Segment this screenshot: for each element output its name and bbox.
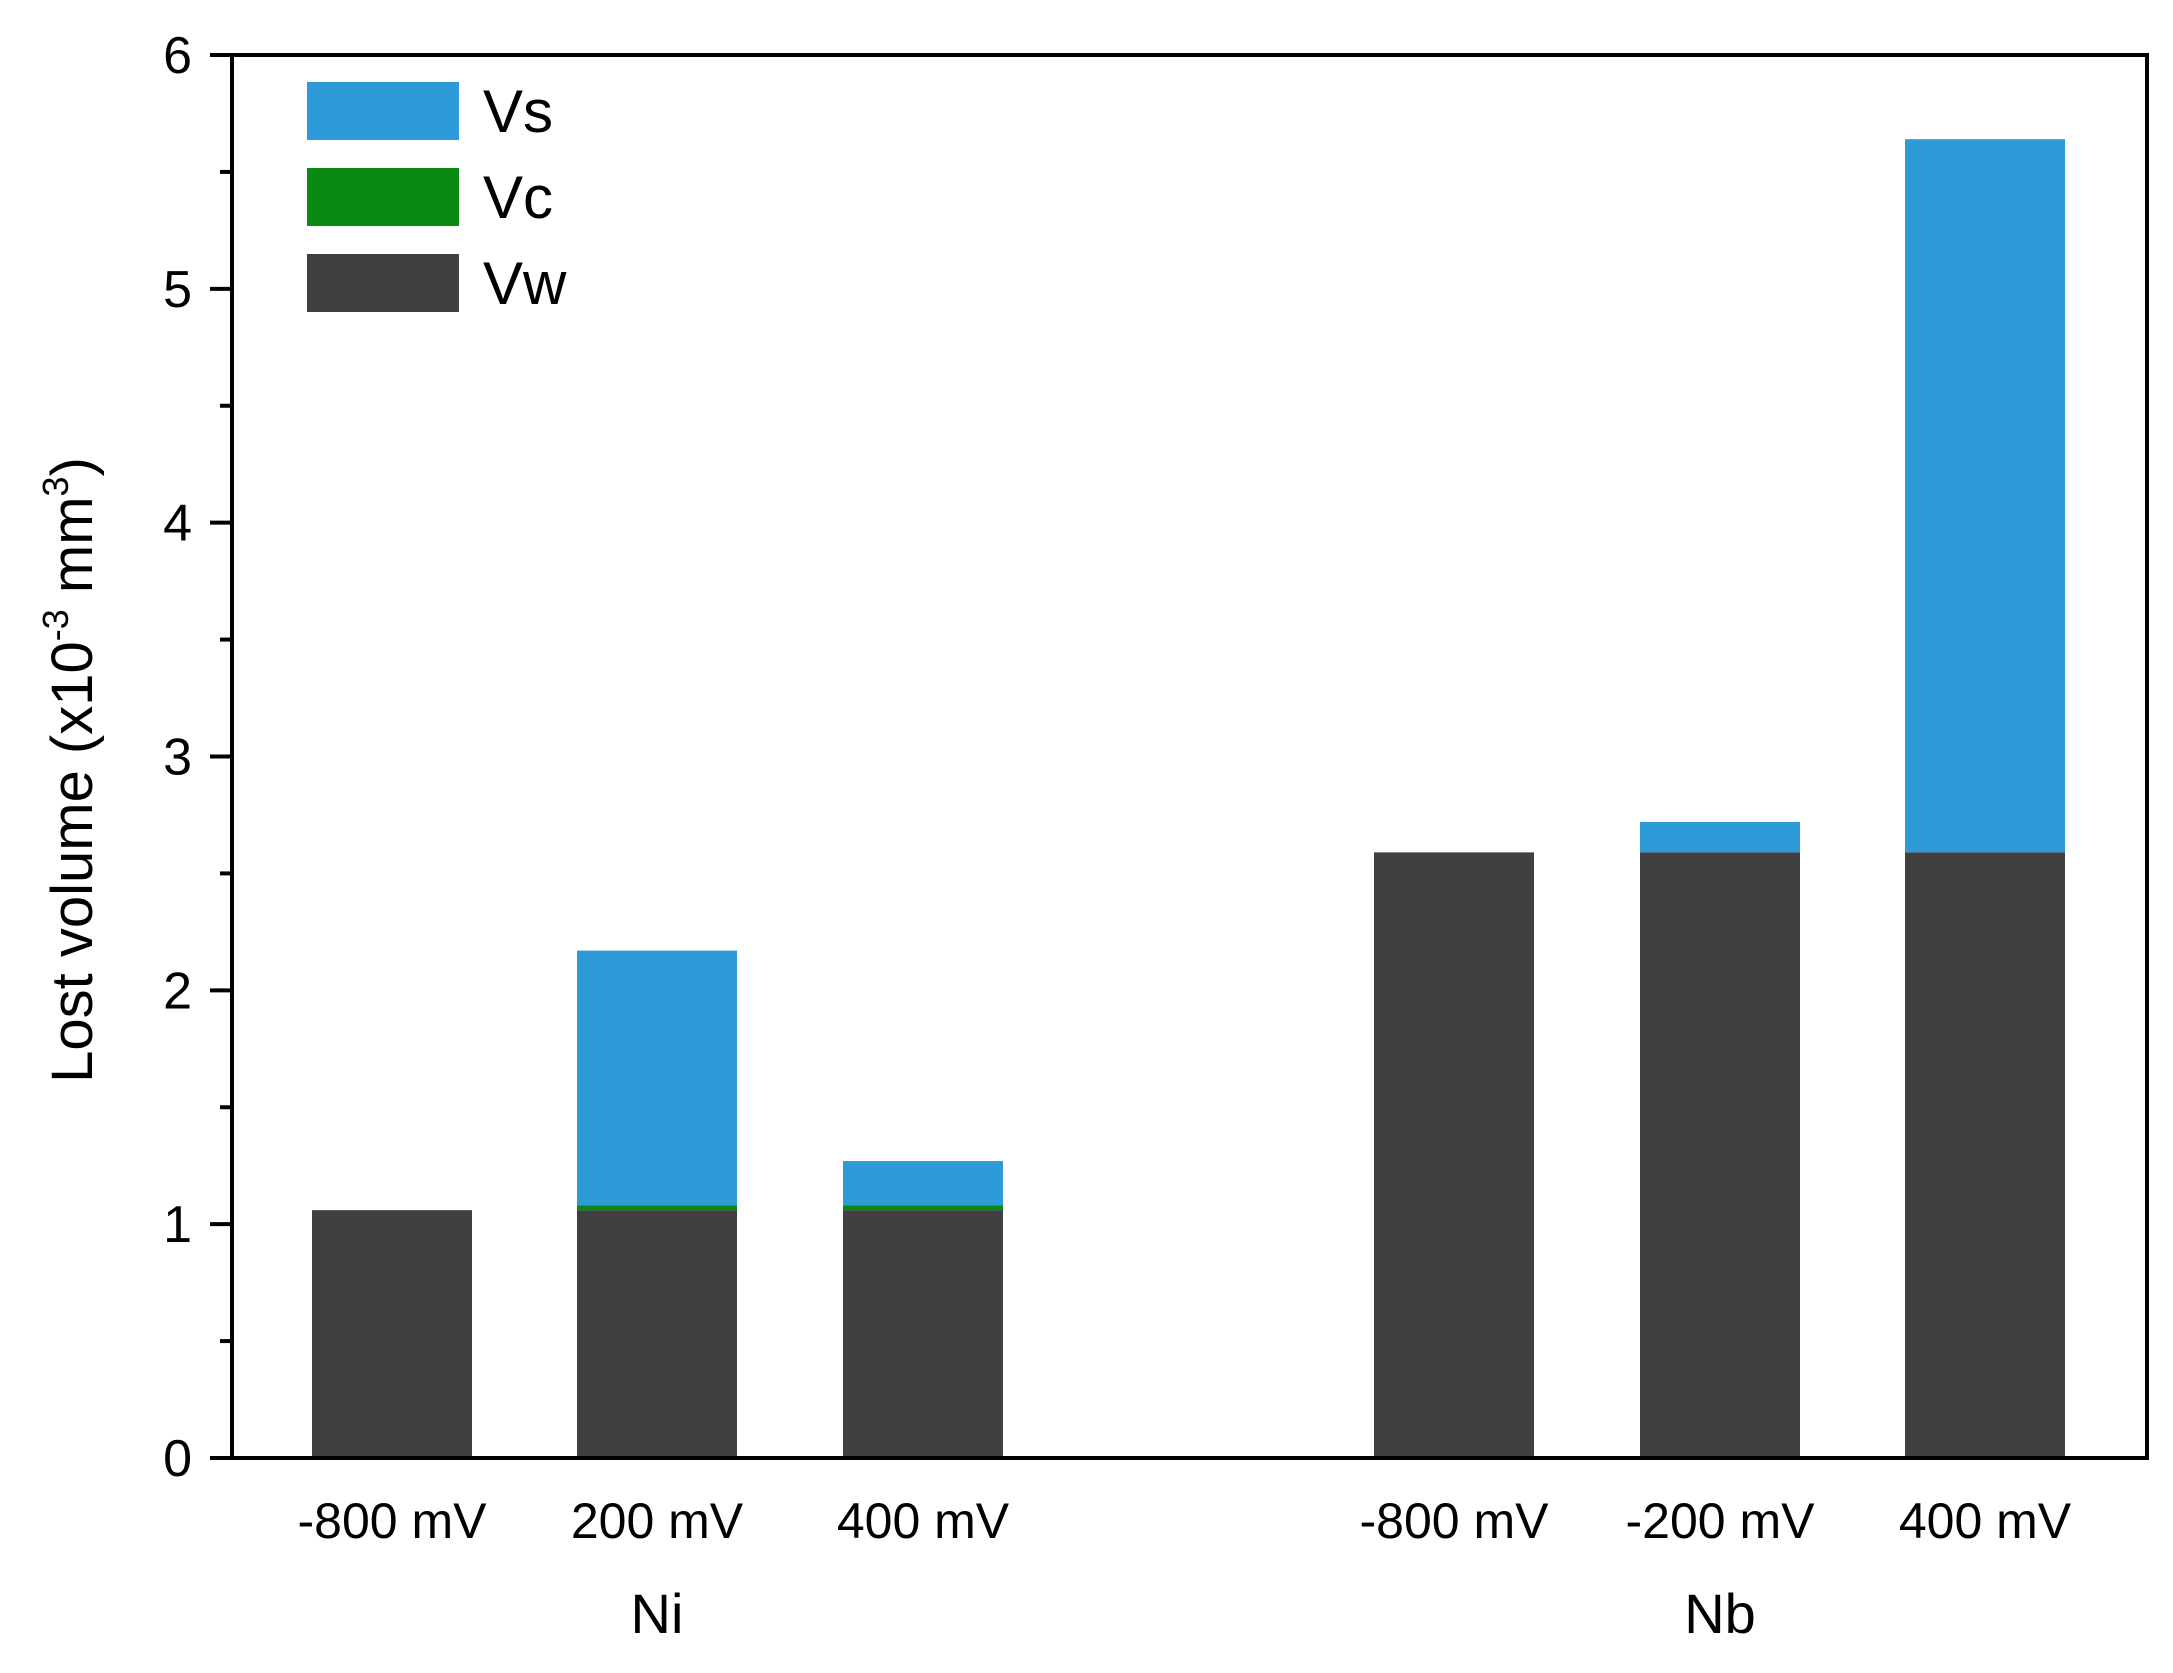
bars-layer — [312, 139, 2065, 1458]
x-axis: -800 mV 200 mV 400 mV Ni -800 mV -200 mV 400 m… — [298, 1493, 2072, 1645]
y-tick-label: 5 — [163, 261, 192, 319]
bar-vc-ni-2 — [577, 1205, 737, 1211]
y-axis-title-exponent-1: -3 — [35, 609, 76, 641]
bar-vw-nb-3 — [1905, 852, 2065, 1458]
bar-vc-ni-3 — [843, 1205, 1003, 1211]
bar-vs-ni-2 — [577, 950, 737, 1206]
bar-vs-nb-2 — [1640, 821, 1800, 853]
y-axis: 0 1 2 3 4 5 6 — [163, 27, 232, 1488]
bar-vw-nb-2 — [1640, 852, 1800, 1458]
legend-swatch-vc — [307, 168, 459, 226]
y-axis-title-main: Lost volume (x10 — [40, 641, 105, 1083]
y-axis-title-exponent-2: 3 — [35, 476, 76, 496]
y-tick-label: 0 — [163, 1430, 192, 1488]
bar-vw-ni-1 — [312, 1210, 472, 1458]
legend-swatch-vw — [307, 254, 459, 312]
y-axis-title-close: ) — [40, 457, 105, 476]
x-group-label: Ni — [631, 1582, 684, 1645]
y-tick-label: 6 — [163, 27, 192, 85]
x-category-label: -800 mV — [1360, 1493, 1550, 1549]
x-category-label: 200 mV — [571, 1493, 744, 1549]
legend-label-vc: Vc — [483, 164, 553, 231]
x-category-label: -800 mV — [298, 1493, 488, 1549]
y-tick-label: 1 — [163, 1196, 192, 1254]
legend-label-vs: Vs — [483, 78, 553, 145]
y-axis-title-unit: mm — [40, 496, 105, 609]
bar-vw-nb-1 — [1374, 852, 1534, 1458]
y-tick-label: 3 — [163, 729, 192, 787]
bar-vs-nb-3 — [1905, 139, 2065, 853]
y-axis-title: Lost volume (x10-3 mm3) — [35, 457, 105, 1083]
legend: Vs Vc Vw — [307, 78, 567, 317]
bar-vs-ni-3 — [843, 1161, 1003, 1206]
y-tick-label: 4 — [163, 495, 192, 553]
x-group-label: Nb — [1684, 1582, 1756, 1645]
x-category-label: 400 mV — [1899, 1493, 2072, 1549]
y-tick-label: 2 — [163, 962, 192, 1020]
legend-swatch-vs — [307, 82, 459, 140]
x-category-label: -200 mV — [1626, 1493, 1816, 1549]
bar-vw-ni-3 — [843, 1210, 1003, 1458]
legend-label-vw: Vw — [483, 250, 567, 317]
bar-vw-ni-2 — [577, 1210, 737, 1458]
x-category-label: 400 mV — [837, 1493, 1010, 1549]
